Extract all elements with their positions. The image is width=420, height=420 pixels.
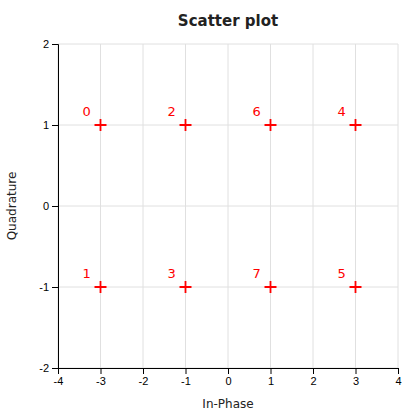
tick: -3 — [96, 368, 106, 387]
tick-label: 2 — [43, 38, 49, 50]
tick: -4 — [54, 368, 64, 387]
point — [95, 281, 107, 293]
point — [265, 281, 277, 293]
tick: 2 — [310, 368, 316, 387]
tick: 1 — [43, 119, 58, 131]
tick: -1 — [181, 368, 191, 387]
tick: 0 — [43, 200, 58, 212]
point — [350, 119, 362, 131]
tick-mark — [356, 368, 357, 374]
tick-mark — [186, 368, 187, 374]
tick-mark — [52, 125, 58, 126]
tick-label: 3 — [353, 375, 359, 387]
tick: 1 — [268, 368, 274, 387]
point — [180, 119, 192, 131]
tick-label: -3 — [96, 375, 106, 387]
grid-line — [58, 125, 398, 126]
tick-label: -2 — [39, 362, 49, 374]
grid-line — [58, 206, 398, 207]
point-label: 6 — [253, 104, 261, 119]
point-label: 5 — [338, 266, 346, 281]
tick-label: 2 — [310, 375, 316, 387]
point — [180, 281, 192, 293]
tick-mark — [271, 368, 272, 374]
tick-label: -4 — [54, 375, 64, 387]
point-label: 0 — [83, 104, 91, 119]
point — [95, 119, 107, 131]
tick-label: -2 — [139, 375, 149, 387]
tick-label: 4 — [395, 375, 401, 387]
point — [265, 119, 277, 131]
point-label: 7 — [253, 266, 261, 281]
tick-mark — [101, 368, 102, 374]
axis-line — [59, 369, 399, 375]
tick-mark — [313, 368, 314, 374]
tick-label: -1 — [181, 375, 191, 387]
tick: 4 — [395, 368, 401, 387]
tick-label: 0 — [225, 375, 231, 387]
grid-line — [58, 44, 398, 45]
axis-line — [52, 45, 59, 369]
points — [95, 119, 362, 293]
tick-mark — [398, 368, 399, 374]
tick-mark — [52, 44, 58, 45]
y-axis: -2 -1 0 1 2 — [39, 38, 58, 374]
tick-mark — [52, 206, 58, 207]
x-axis-title: In-Phase — [202, 397, 253, 411]
plot: -4 -3 -2 -1 0 1 2 3 4 -2 -1 0 1 2 0 1 2 3 6 7 4 5 — [39, 38, 401, 387]
point-label: 3 — [168, 266, 176, 281]
tick-mark — [52, 287, 58, 288]
title: Scatter plot — [178, 12, 278, 30]
chart: -4 -3 -2 -1 0 1 2 3 4 -2 -1 0 1 2 0 1 2 3 6 7 4 5 Scatter plot… — [0, 0, 420, 420]
point — [350, 281, 362, 293]
tick-label: 1 — [43, 119, 49, 131]
tick-label: 0 — [43, 200, 49, 212]
tick: 2 — [43, 38, 58, 50]
grid — [58, 44, 398, 368]
grid-line — [58, 287, 398, 288]
tick-mark — [52, 368, 58, 369]
tick-label: 1 — [268, 375, 274, 387]
tick: 0 — [225, 368, 231, 387]
tick: -1 — [39, 281, 58, 293]
tick: -2 — [139, 368, 149, 387]
point-labels: 0 1 2 3 6 7 4 5 — [83, 104, 346, 281]
x-axis: -4 -3 -2 -1 0 1 2 3 4 — [54, 368, 402, 387]
point-label: 4 — [338, 104, 346, 119]
tick-mark — [143, 368, 144, 374]
point-label: 1 — [83, 266, 91, 281]
point-label: 2 — [168, 104, 176, 119]
y-axis-title: Quadrature — [5, 172, 19, 241]
tick-label: -1 — [39, 281, 49, 293]
tick: 3 — [353, 368, 359, 387]
tick-mark — [228, 368, 229, 374]
tick: -2 — [39, 362, 58, 374]
